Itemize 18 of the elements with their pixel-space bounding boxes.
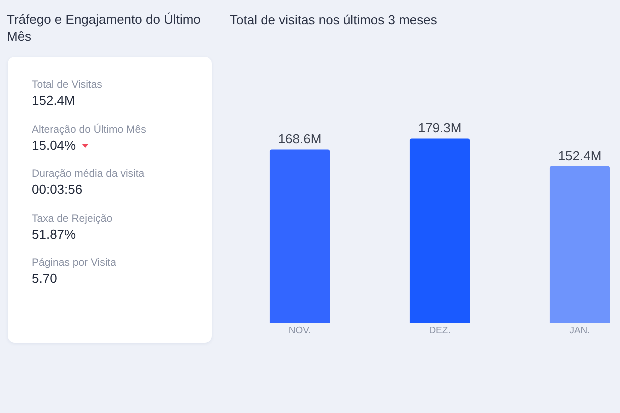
text: 51.87%	[32, 226, 76, 244]
data-label: 179.3M	[418, 120, 462, 136]
chart-title: Total de visitas nos últimos 3 meses	[230, 12, 438, 28]
text: 00:03:56	[32, 181, 83, 199]
text: Alteração do Último Mês	[32, 122, 148, 136]
text: Taxa de Rejeição	[32, 212, 114, 226]
text: 15.04%	[32, 136, 76, 154]
text: 152.4M	[32, 92, 76, 110]
text: Total de Visitas	[32, 78, 104, 92]
x-tick-label: DEZ.	[429, 326, 451, 336]
x-tick-label: NOV.	[288, 326, 312, 336]
data-label: 168.6M	[278, 132, 322, 147]
x-tick-label: JAN.	[570, 326, 590, 336]
data-label: 152.4M	[558, 148, 602, 164]
text: Páginas por Visita	[32, 256, 118, 270]
text: Tráfego e Engajamento do Último Mês	[7, 11, 202, 45]
text: 5.70	[32, 270, 58, 288]
text: Duração média da visita	[32, 167, 146, 181]
